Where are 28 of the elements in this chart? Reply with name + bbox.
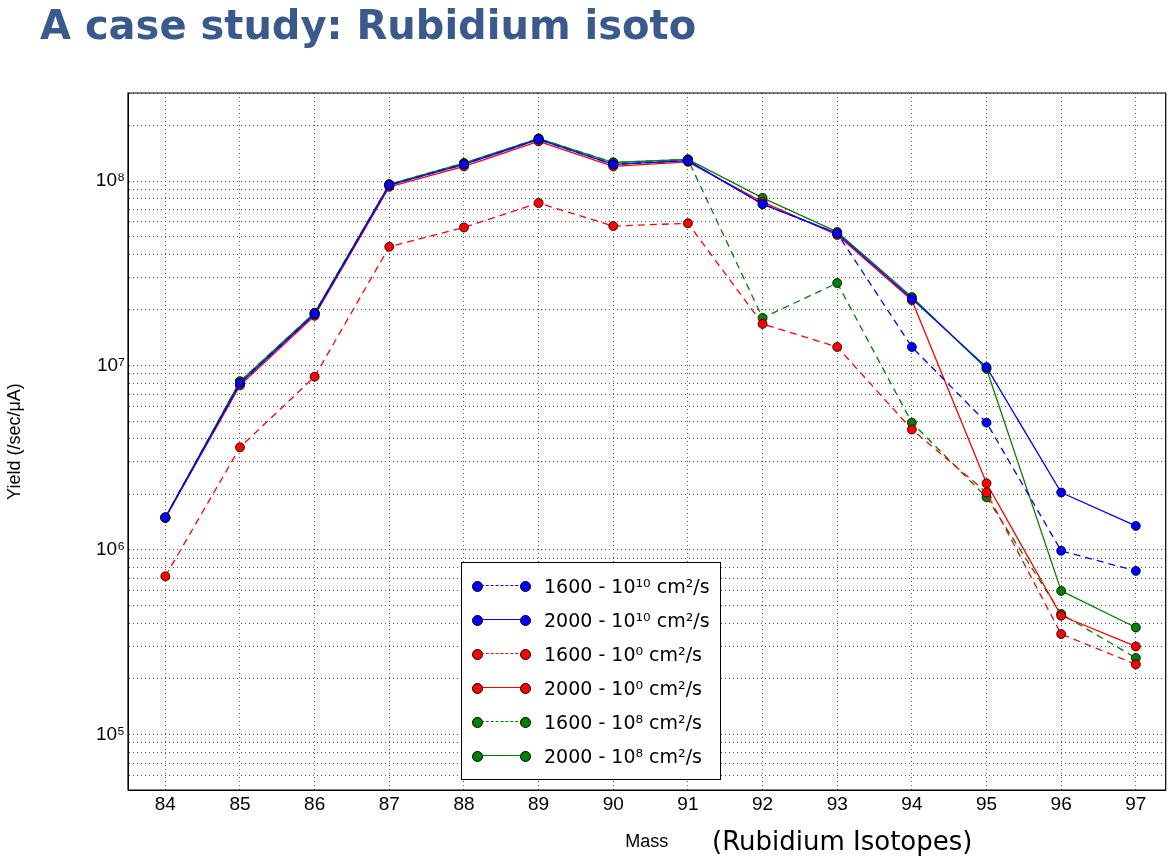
x-tick-label: 88: [453, 792, 475, 814]
y-tick-label: 10⁶: [96, 538, 125, 560]
legend-label: 2000 - 10⁸ cm²/s: [544, 745, 702, 767]
text: (Rubidium Isotopes): [712, 826, 973, 856]
x-axis-title: Mass: [625, 831, 669, 852]
y-tick-label: 10⁵: [95, 722, 125, 744]
legend-label: 1600 - 10¹⁰ cm²/s: [544, 575, 710, 597]
x-tick-label: 86: [304, 792, 326, 814]
y-tick-label: 10⁸: [95, 169, 125, 191]
legend-label: 2000 - 10⁰ cm²/s: [544, 677, 702, 699]
x-tick-label: 91: [677, 792, 699, 814]
x-tick-label: 87: [378, 792, 400, 814]
x-tick-label: 89: [528, 792, 550, 814]
y-tick-label: 10⁷: [96, 353, 126, 375]
x-tick-label: 93: [826, 792, 848, 814]
x-tick-label: 94: [901, 792, 923, 814]
x-tick-label: 97: [1125, 792, 1147, 814]
x-tick-label: 85: [229, 792, 251, 814]
legend-label: 2000 - 10¹⁰ cm²/s: [544, 609, 710, 631]
x-tick-label: 90: [602, 792, 624, 814]
chart-title: A case study: Rubidium isoto: [40, 2, 697, 48]
x-tick-label: 96: [1050, 792, 1072, 814]
legend-label: 1600 - 10⁸ cm²/s: [544, 711, 702, 733]
x-tick-label: 84: [154, 792, 177, 814]
x-tick-label: 95: [975, 792, 998, 814]
x-tick-label: 92: [751, 792, 774, 814]
legend-label: 1600 - 10⁰ cm²/s: [544, 643, 702, 665]
y-axis-title: Yield (/sec/μA): [3, 383, 24, 500]
